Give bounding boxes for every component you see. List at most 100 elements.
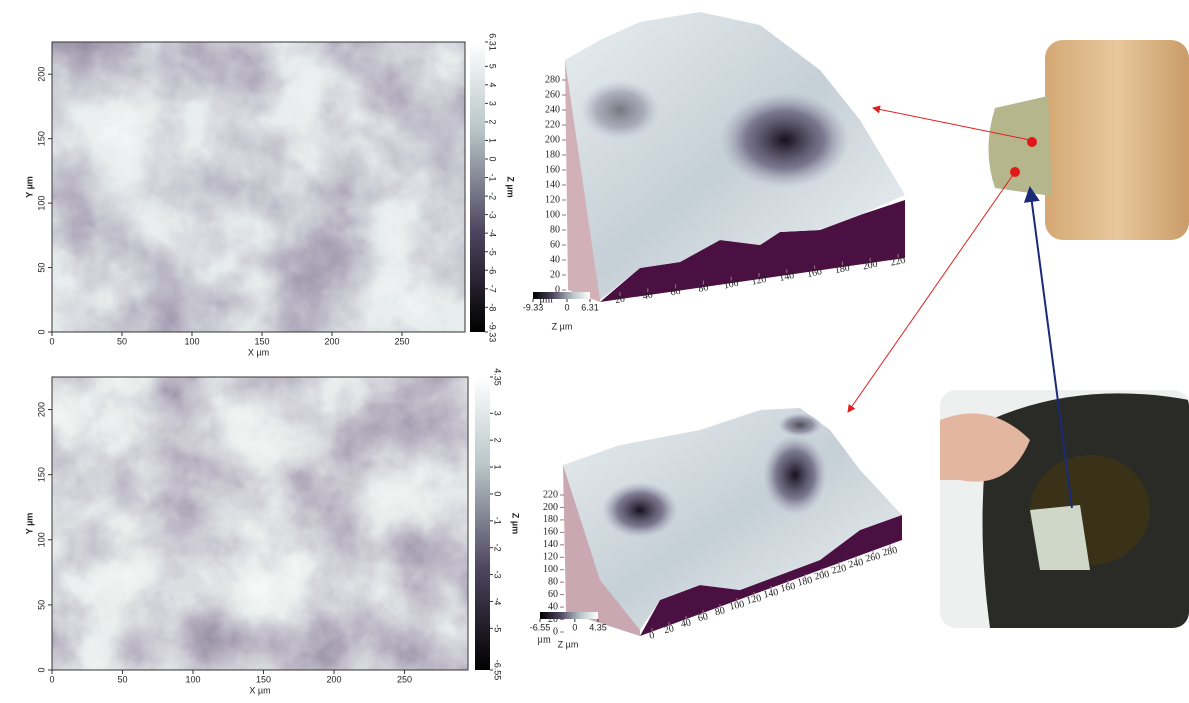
x-tick-label: 180: [796, 575, 813, 589]
axis-unit: µm: [537, 634, 551, 645]
colorbar-label: Z µm: [552, 321, 573, 331]
pit: [778, 413, 822, 437]
x-tick-label: 240: [847, 557, 864, 571]
x-tick-label: 250: [394, 336, 409, 346]
colorbar-tick-label: -3: [493, 571, 503, 579]
colorbar-tick-label: 3: [493, 411, 503, 416]
spot: [1027, 137, 1037, 147]
x-tick-label: 100: [186, 674, 201, 684]
y-tick-label: 160: [545, 164, 560, 175]
x-tick-label: 150: [254, 336, 269, 346]
colorbar-label: Z µm: [558, 639, 579, 649]
y-tick-label: 20: [550, 269, 560, 280]
y-tick-label: 260: [545, 89, 560, 100]
x-tick-label: 0: [49, 336, 54, 346]
y-tick-label: 100: [36, 532, 46, 547]
height-map: [52, 377, 468, 670]
colorbar-tick-label: 2: [488, 119, 498, 124]
y-tick-label: 150: [36, 467, 46, 482]
colorbar-tick-label: -7: [488, 285, 498, 293]
y-tick-label: 80: [548, 576, 558, 587]
x-tick-label: 220: [830, 563, 847, 577]
x-tick-label: 140: [762, 587, 779, 601]
y-tick-label: 50: [36, 600, 46, 610]
y-tick-label: 150: [36, 131, 46, 146]
y-tick-label: 200: [543, 502, 558, 513]
x-tick-label: 40: [680, 617, 692, 630]
colorbar-label: Z µm: [506, 176, 516, 197]
colorbar-tick-label: -2: [493, 544, 503, 552]
y-tick-label: 180: [543, 514, 558, 525]
replica: [989, 96, 1053, 196]
colorbar-tick-label: 2: [493, 438, 503, 443]
y-tick-label: 200: [36, 67, 46, 82]
colorbar-label: Z µm: [511, 513, 521, 534]
y-tick-label: 100: [545, 209, 560, 220]
y-tick-label: 200: [545, 134, 560, 145]
x-tick-label: 200: [813, 569, 830, 583]
x-tick-label: 200: [862, 259, 879, 273]
y-tick-label: 100: [543, 564, 558, 575]
x-axis-label: X µm: [249, 685, 270, 695]
surface-3d: [565, 12, 905, 302]
y-tick-label: 50: [36, 263, 46, 273]
y-axis-label: Y µm: [24, 513, 34, 535]
colorbar-tick-label: 6.31: [581, 302, 599, 312]
y-tick-label: 60: [548, 589, 558, 600]
colorbar-tick-label: -1: [493, 517, 503, 525]
x-tick-label: 120: [745, 593, 762, 607]
x-tick-label: 0: [648, 630, 655, 642]
colorbar-tick-label: 0: [564, 302, 569, 312]
colorbar-tick-label: 0: [488, 156, 498, 161]
x-tick-label: 20: [663, 623, 675, 636]
x-tick-label: 100: [728, 599, 745, 613]
x-tick-label: 250: [397, 674, 412, 684]
colorbar-tick-label: 6.31: [488, 33, 498, 51]
y-tick-label: 80: [550, 224, 560, 235]
colorbar-tick-label: 1: [488, 138, 498, 143]
replica: [1030, 505, 1090, 570]
colorbar: [540, 612, 598, 619]
colorbar-tick-label: -4: [493, 597, 503, 605]
colorbar-tick-label: -4: [488, 229, 498, 237]
colorbar-tick-label: 0: [493, 491, 503, 496]
colorbar-tick-label: 0: [572, 622, 577, 632]
y-tick-label: 40: [550, 254, 560, 265]
colorbar-tick-label: -9.33: [523, 302, 544, 312]
y-tick-label: 0: [553, 626, 558, 637]
y-tick-label: 0: [36, 667, 46, 672]
y-tick-label: 180: [545, 149, 560, 160]
pit: [763, 435, 827, 515]
y-tick-label: 0: [36, 329, 46, 334]
height-map: [52, 42, 465, 332]
x-tick-label: 280: [881, 545, 898, 559]
x-tick-label: 50: [117, 336, 127, 346]
colorbar-tick-label: 1: [493, 465, 503, 470]
colorbar-tick-label: -2: [488, 192, 498, 200]
colorbar-tick-label: -1: [488, 174, 498, 182]
cylinder: [1045, 40, 1189, 240]
x-tick-label: 80: [714, 605, 726, 618]
colorbar-tick-label: -6.55: [493, 660, 503, 681]
y-axis-label: Y µm: [24, 176, 34, 198]
x-tick-label: 100: [723, 278, 740, 292]
x-tick-label: 0: [49, 674, 54, 684]
x-tick-label: 220: [889, 255, 906, 269]
y-tick-label: 120: [543, 552, 558, 563]
pit: [580, 80, 660, 140]
rock-photo: [940, 390, 1189, 628]
x-tick-label: 200: [327, 674, 342, 684]
y-tick-label: 220: [545, 119, 560, 130]
colorbar: [533, 292, 590, 299]
colorbar: [470, 42, 485, 332]
colorbar-tick-label: -8: [488, 303, 498, 311]
pit: [720, 92, 850, 188]
y-tick-label: 160: [543, 527, 558, 538]
colorbar-tick-label: -3: [488, 211, 498, 219]
y-tick-label: 140: [545, 179, 560, 190]
colorbar-tick-label: -6.55: [530, 622, 551, 632]
x-tick-label: 140: [778, 270, 795, 284]
colorbar-tick-label: 4.35: [493, 368, 503, 386]
x-axis-label: X µm: [248, 347, 269, 357]
